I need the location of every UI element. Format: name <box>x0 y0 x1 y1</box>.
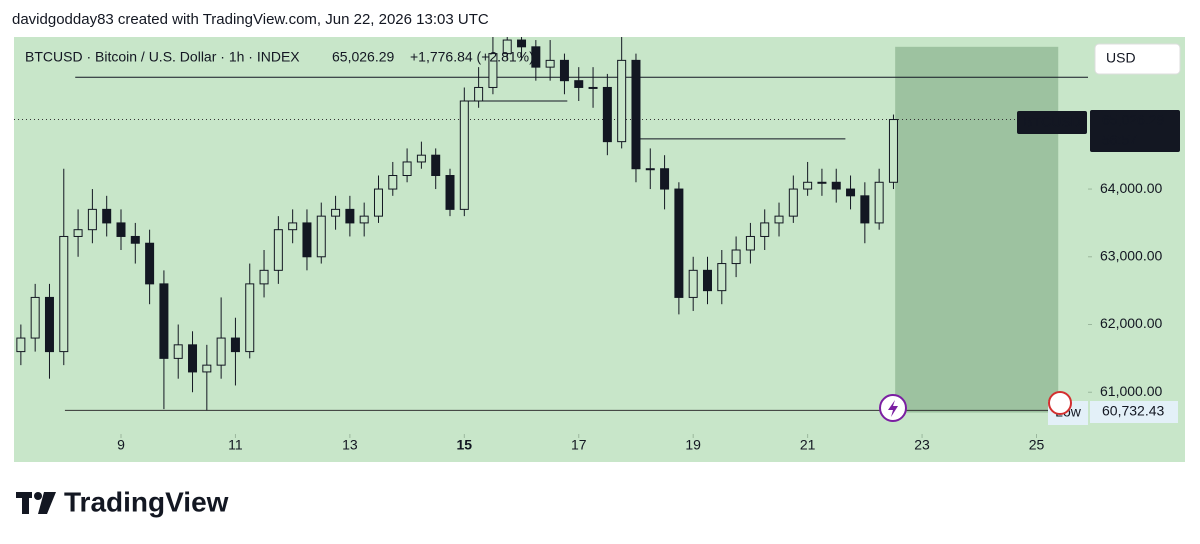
symbol-tag-bg <box>1017 111 1087 134</box>
candle-body <box>674 188 684 298</box>
y-tick-label: 64,000.00 <box>1100 180 1162 196</box>
candle-body <box>216 337 226 366</box>
candle-body <box>302 222 312 258</box>
y-tick-label: 62,000.00 <box>1100 315 1162 331</box>
candle-body <box>373 188 383 217</box>
candle-body <box>717 263 727 292</box>
candle-body <box>502 39 512 55</box>
candle-body <box>660 168 670 190</box>
candle-body <box>59 235 69 353</box>
candle-body <box>860 195 870 224</box>
candle-body <box>531 46 541 68</box>
low-value: 60,732.43 <box>1102 403 1164 419</box>
x-tick-label: 23 <box>914 437 930 453</box>
candle-body <box>245 283 255 353</box>
countdown: 56:57 <box>1102 132 1137 148</box>
candle-body <box>102 208 112 224</box>
chart-title: BTCUSD · Bitcoin / U.S. Dollar · 1h · IN… <box>25 49 300 65</box>
candle-body <box>30 296 40 339</box>
price-tag-bg <box>1090 110 1180 152</box>
overlay: 61,000.00 62,000.00 63,000.00 64,000.00 9 11 1… <box>25 43 1181 453</box>
y-tick-label: 61,000.00 <box>1100 383 1162 399</box>
candle-body <box>745 235 755 251</box>
low-value-bg <box>1090 401 1178 423</box>
candle-body <box>846 188 856 197</box>
x-tick-label: 21 <box>800 437 816 453</box>
currency-label: USD <box>1106 50 1136 66</box>
range-box <box>895 46 1059 413</box>
candle-body <box>202 364 212 373</box>
candle-body <box>731 249 741 265</box>
symbol-tag: BTCUSD <box>1023 114 1081 130</box>
candle-body <box>760 222 770 237</box>
flag-icon <box>1048 391 1072 415</box>
candle-body <box>431 154 441 177</box>
candle-body <box>517 39 527 48</box>
candle-body <box>288 222 298 231</box>
candle-body <box>388 175 398 190</box>
candle-body <box>188 344 198 373</box>
candle-body <box>316 215 326 258</box>
candle-body <box>173 344 183 359</box>
candle-body <box>874 181 884 224</box>
legend-change: +1,776.84 (+2.81%) <box>410 49 534 65</box>
candle-body <box>774 215 784 224</box>
candle-body <box>402 161 412 177</box>
candle-body <box>44 296 54 353</box>
candle-body <box>602 86 612 143</box>
x-tick-label: 19 <box>685 437 701 453</box>
candle-body <box>645 168 655 171</box>
candle-body <box>459 100 469 210</box>
candle-body <box>345 208 355 224</box>
plot-area <box>14 37 1088 413</box>
candle-body <box>702 269 712 292</box>
candle-body <box>273 229 283 271</box>
x-tick-label: 25 <box>1029 437 1045 453</box>
y-tick-label: 63,000.00 <box>1100 247 1162 263</box>
candle-body <box>545 59 555 68</box>
candle-body <box>87 208 97 231</box>
price-tag: 65,026.29 <box>1102 112 1164 128</box>
candle-body <box>359 215 369 224</box>
candle-body <box>803 181 813 190</box>
x-tick-label: 15 <box>457 437 473 453</box>
x-tick-label: 17 <box>571 437 587 453</box>
currency-button[interactable] <box>1094 43 1181 75</box>
candle-body <box>73 229 83 237</box>
candle-body <box>888 119 898 183</box>
candle-body <box>788 188 798 217</box>
candle-body <box>16 337 26 353</box>
candle-body <box>474 86 484 102</box>
candle-body <box>445 175 455 210</box>
candle-body <box>130 235 140 244</box>
candle-body <box>488 53 498 88</box>
x-tick-label: 11 <box>228 437 243 453</box>
candle-body <box>331 208 341 217</box>
candle-body <box>831 181 841 190</box>
legend-price: 65,026.29 <box>332 49 394 65</box>
x-tick-label: 13 <box>342 437 358 453</box>
candle-body <box>145 242 155 285</box>
brand-logo <box>16 492 56 514</box>
candle-body <box>559 59 569 82</box>
x-tick-label: 9 <box>117 437 125 453</box>
candle-body <box>416 154 426 163</box>
candle-body <box>159 283 169 359</box>
candle-body <box>574 80 584 88</box>
candle-body <box>688 269 698 298</box>
candle-body <box>116 222 126 237</box>
candle-body <box>230 337 240 353</box>
candle-body <box>617 59 627 143</box>
candle-body <box>588 86 598 89</box>
brand-name: TradingView <box>64 486 229 517</box>
header: davidgodday83 created with TradingView.c… <box>12 11 489 28</box>
event-icon-bolt <box>888 400 898 417</box>
candle-body <box>631 59 641 170</box>
candle-body <box>817 181 827 184</box>
candle-body <box>259 269 269 285</box>
